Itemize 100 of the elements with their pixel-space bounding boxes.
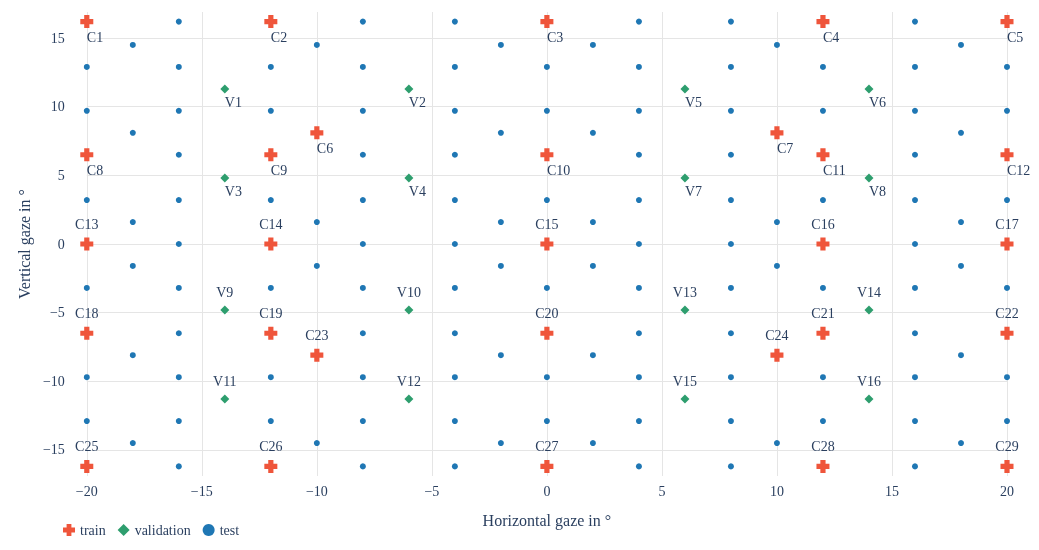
point [220,173,230,183]
data-label: V8 [868,184,887,200]
point [864,394,874,404]
point [264,15,278,29]
point [220,84,230,94]
point [540,15,554,29]
point [770,348,784,362]
point [310,348,324,362]
point [1000,148,1014,162]
data-label: C14 [259,217,283,232]
x-tick-label: 15 [884,483,899,499]
data-label: V2 [408,94,426,110]
data-label: C8 [86,162,104,178]
point [1000,237,1014,251]
y-tick-label: 10 [50,99,65,115]
point [864,84,874,94]
data-label: V4 [408,184,426,200]
point [220,305,230,315]
y-tick-label: −10 [42,373,65,389]
data-label: C22 [995,306,1019,322]
data-label: C9 [270,162,288,178]
point [80,148,94,162]
y-axis-title: Vertical gaze in ° [15,189,34,299]
point [540,459,554,473]
data-label: C16 [811,217,835,232]
point [264,148,278,162]
data-label: C5 [1007,29,1024,45]
point [80,15,94,29]
point [816,148,830,162]
legend-label: train [80,522,106,538]
point [264,459,278,473]
point [264,326,278,340]
point [540,237,554,251]
data-label: C10 [546,162,571,178]
data-label: C7 [776,140,794,156]
data-label: V6 [868,94,887,110]
data-label: C24 [765,328,789,344]
x-tick-label: −20 [75,483,98,499]
point [1000,15,1014,29]
point [1000,326,1014,340]
point [310,126,324,140]
point [864,305,874,315]
point [680,84,690,94]
point [680,173,690,183]
data-label: C1 [86,29,104,45]
data-label: V15 [672,374,697,390]
y-tick-label: −5 [49,305,65,321]
point [816,15,830,29]
y-tick-label: 0 [57,236,65,252]
data-label: V1 [224,94,242,110]
point [680,305,690,315]
data-label: C19 [259,306,283,322]
point [816,459,830,473]
point [770,126,784,140]
data-label: C28 [811,439,835,455]
point [404,305,414,315]
data-label: V9 [216,284,234,300]
point [540,148,554,162]
data-label: C18 [75,306,99,322]
point [404,394,414,404]
x-tick-label: −15 [190,483,213,499]
data-label: C15 [535,217,559,232]
legend-label: validation [134,522,191,538]
data-label: V7 [684,184,703,200]
data-label: C20 [535,306,559,322]
data-label: V10 [396,284,421,300]
point [680,394,690,404]
point [816,326,830,340]
data-label: V5 [684,94,703,110]
x-tick-label: −5 [424,483,440,499]
data-label: V16 [856,374,882,390]
data-label: C2 [270,29,288,45]
data-label: C6 [316,140,334,156]
data-label: C25 [75,439,99,455]
point [264,237,278,251]
point [80,237,94,251]
data-label: V11 [213,374,237,390]
y-tick-label: −15 [42,442,65,458]
data-label: C4 [822,29,840,45]
point [404,84,414,94]
data-label: C23 [305,328,329,344]
data-label: C27 [535,439,559,455]
point [1000,459,1014,473]
data-label: C17 [995,217,1019,232]
data-label: C12 [1007,162,1031,178]
legend-label: test [219,522,240,538]
point [864,173,874,183]
data-label: C3 [546,29,564,45]
x-tick-label: −10 [305,483,328,499]
point [80,459,94,473]
x-tick-label: 20 [1000,483,1014,499]
data-label: C26 [259,439,283,455]
data-label: V3 [224,184,242,200]
point [220,394,230,404]
x-tick-label: 5 [658,483,666,499]
data-label: V12 [396,374,421,390]
point [540,326,554,340]
x-tick-label: 0 [543,483,551,499]
y-tick-label: 5 [57,167,65,183]
x-tick-label: 10 [769,483,784,499]
